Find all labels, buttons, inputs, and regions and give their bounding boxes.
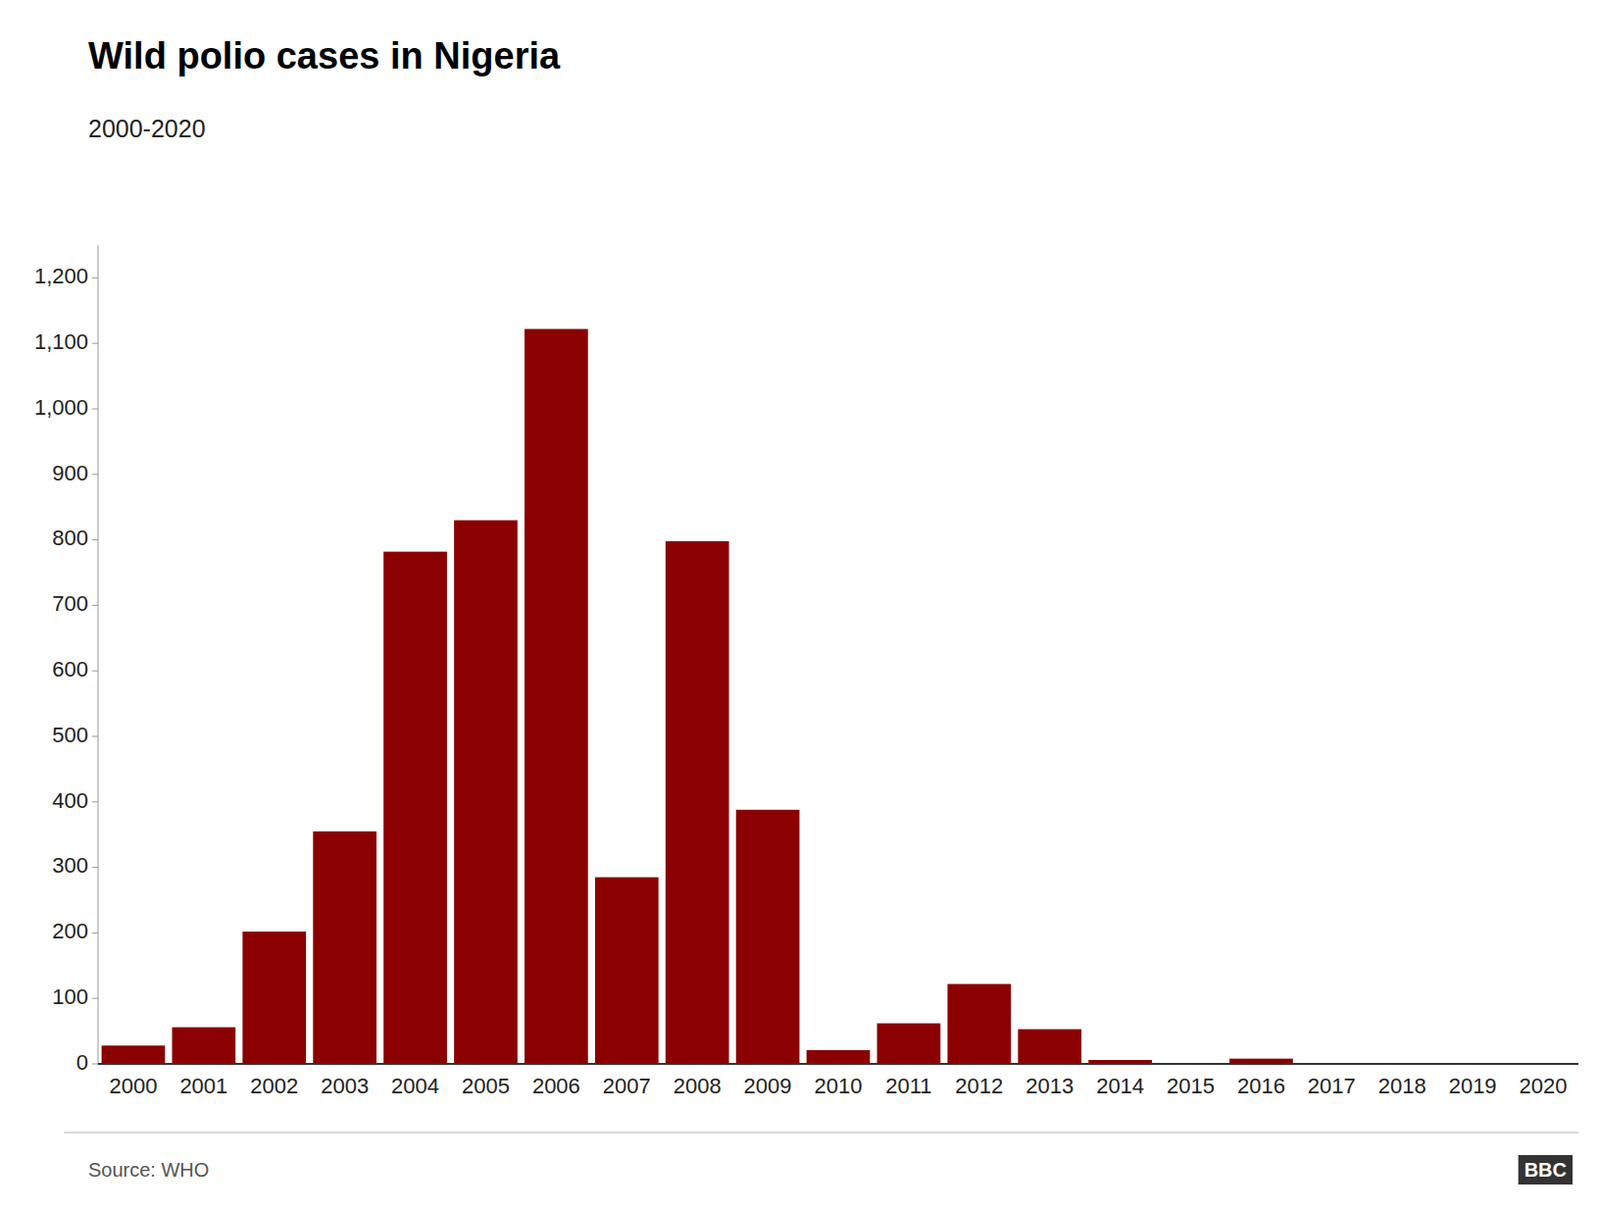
y-tick bbox=[92, 408, 99, 410]
y-tick bbox=[92, 473, 99, 475]
bar bbox=[524, 329, 589, 1064]
y-tick bbox=[92, 932, 99, 934]
x-tick-label: 2012 bbox=[954, 1073, 1003, 1099]
x-tick-label: 2008 bbox=[673, 1073, 722, 1099]
baseline bbox=[98, 1062, 1579, 1065]
bar bbox=[172, 1027, 237, 1064]
footer-rule bbox=[63, 1131, 1579, 1134]
bar bbox=[383, 551, 448, 1064]
y-axis: 0 100 200 300 400 500 600 700 800 900 1,000 1,100 1,… bbox=[34, 245, 99, 1075]
y-tick bbox=[92, 866, 99, 868]
x-axis: 2000 2001 2002 2003 2004 2005 2006 2007 2008 2009… bbox=[98, 1063, 1579, 1099]
x-tick-label: 2009 bbox=[744, 1073, 793, 1099]
x-tick-label: 2019 bbox=[1449, 1073, 1498, 1099]
x-tick-label: 2013 bbox=[1025, 1073, 1074, 1099]
y-tick bbox=[92, 800, 99, 802]
y-tick bbox=[92, 604, 99, 606]
x-tick-label: 2017 bbox=[1307, 1073, 1356, 1099]
y-tick-label: 0 bbox=[76, 1050, 89, 1075]
bar bbox=[1017, 1029, 1082, 1064]
x-tick-label: 2002 bbox=[250, 1073, 299, 1099]
title: Wild polio cases in Nigeria bbox=[88, 35, 561, 77]
bar bbox=[665, 541, 730, 1064]
y-tick-label: 300 bbox=[51, 852, 89, 878]
y-tick-label: 600 bbox=[51, 656, 89, 682]
y-tick bbox=[92, 277, 99, 279]
bars bbox=[101, 329, 1294, 1064]
x-tick-label: 2003 bbox=[320, 1073, 369, 1099]
x-tick-label: 2016 bbox=[1237, 1073, 1286, 1099]
x-tick-label: 2015 bbox=[1166, 1073, 1215, 1099]
y-tick bbox=[92, 343, 99, 345]
bar bbox=[877, 1023, 942, 1064]
x-tick-label: 2004 bbox=[391, 1073, 440, 1099]
y-tick-label: 100 bbox=[51, 984, 89, 1009]
bar bbox=[453, 520, 518, 1064]
logo-text: BBC bbox=[1524, 1158, 1567, 1181]
y-axis-line bbox=[98, 245, 100, 1064]
x-tick-label: 2011 bbox=[885, 1073, 932, 1099]
y-tick-label: 1,100 bbox=[34, 329, 89, 354]
background bbox=[0, 0, 1600, 1210]
bar bbox=[595, 877, 659, 1064]
y-tick bbox=[92, 1063, 99, 1065]
x-tick-label: 2010 bbox=[814, 1073, 863, 1099]
y-tick bbox=[92, 539, 99, 541]
logo-box bbox=[1518, 1154, 1573, 1185]
y-tick-label: 200 bbox=[51, 918, 89, 944]
source: Source: WHO bbox=[88, 1158, 209, 1181]
x-tick-label: 2001 bbox=[179, 1073, 228, 1099]
bar bbox=[312, 831, 377, 1064]
bar bbox=[806, 1050, 871, 1064]
x-tick-label: 2018 bbox=[1378, 1073, 1427, 1099]
subtitle: 2000-2020 bbox=[88, 114, 206, 143]
x-tick-label: 2014 bbox=[1096, 1073, 1145, 1099]
x-tick-label: 2020 bbox=[1519, 1073, 1568, 1099]
y-tick bbox=[92, 670, 99, 672]
x-tick-label: 2000 bbox=[108, 1073, 157, 1099]
y-tick-label: 800 bbox=[51, 525, 89, 550]
y-tick bbox=[92, 998, 99, 1000]
bar bbox=[947, 984, 1011, 1064]
x-tick-label: 2007 bbox=[602, 1073, 651, 1099]
y-tick-label: 400 bbox=[51, 788, 89, 813]
y-tick-label: 900 bbox=[51, 460, 89, 486]
logo: BBC bbox=[1518, 1154, 1573, 1185]
y-tick bbox=[92, 736, 99, 738]
y-tick-label: 700 bbox=[51, 591, 89, 616]
y-tick-label: 500 bbox=[51, 722, 89, 748]
bar bbox=[101, 1045, 166, 1064]
x-tick-label: 2005 bbox=[461, 1073, 510, 1099]
bar bbox=[736, 809, 800, 1064]
x-tick-label: 2006 bbox=[532, 1073, 581, 1099]
chart: Wild polio cases in Nigeria 2000-2020 0 100… bbox=[0, 0, 1600, 1210]
bar bbox=[242, 931, 306, 1064]
y-tick-label: 1,200 bbox=[34, 263, 89, 289]
y-tick-label: 1,000 bbox=[34, 395, 89, 420]
